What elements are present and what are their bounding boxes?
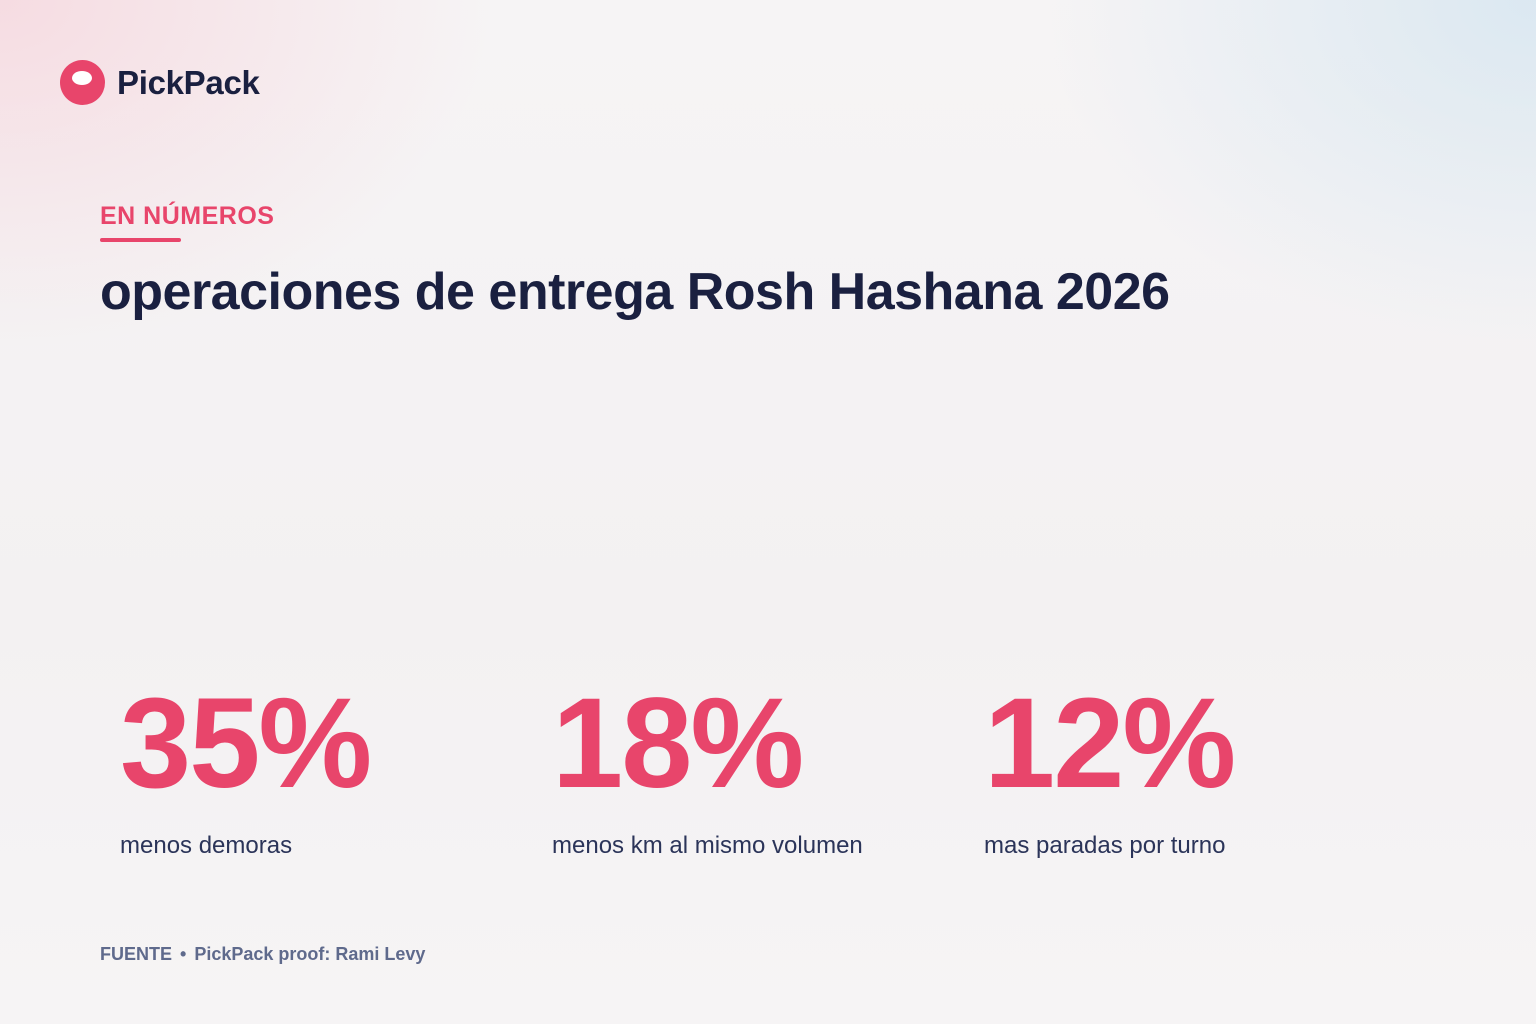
page-title: operaciones de entrega Rosh Hashana 2026 <box>100 263 1170 321</box>
stat-item: 12% mas paradas por turno <box>984 672 1236 860</box>
brand-logo: PickPack <box>60 60 260 105</box>
brand-name: PickPack <box>117 63 260 101</box>
section-eyebrow: EN NÚMEROS <box>100 202 275 230</box>
stat-value: 12% <box>984 672 1236 815</box>
source-label: FUENTE <box>100 944 172 964</box>
source-text: PickPack proof: Rami Levy <box>194 944 426 964</box>
source-separator: • <box>180 944 187 964</box>
stat-value: 18% <box>552 672 804 815</box>
stat-label: mas paradas por turno <box>984 832 1226 859</box>
source-note: FUENTE • PickPack proof: Rami Levy <box>100 944 425 965</box>
eyebrow-underline <box>100 238 181 242</box>
stat-item: 18% menos km al mismo volumen <box>552 680 863 860</box>
stat-value: 35% <box>120 672 372 815</box>
stats-row: 35% menos demoras 18% menos km al mismo … <box>0 680 1536 880</box>
stat-label: menos demoras <box>120 832 293 859</box>
pickpack-logo-icon <box>60 60 105 105</box>
stat-item: 35% menos demoras <box>120 672 372 860</box>
stat-label: menos km al mismo volumen <box>552 832 863 859</box>
